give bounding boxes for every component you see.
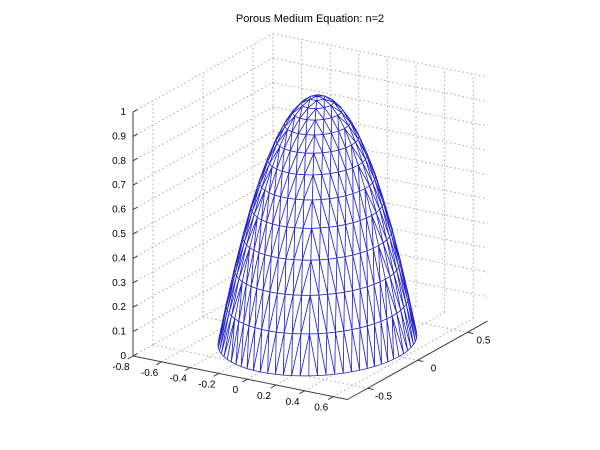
axis-lines — [127, 109, 488, 400]
svg-text:0.4: 0.4 — [286, 397, 300, 408]
svg-text:0.9: 0.9 — [112, 131, 126, 142]
svg-text:-0.2: -0.2 — [198, 379, 216, 390]
mesh-surface — [217, 94, 418, 377]
svg-text:-0.8: -0.8 — [112, 362, 130, 373]
svg-text:0: 0 — [120, 351, 126, 362]
svg-text:-0.4: -0.4 — [170, 374, 188, 385]
svg-text:-0.6: -0.6 — [141, 368, 159, 379]
svg-text:1: 1 — [120, 107, 126, 118]
svg-text:-0.5: -0.5 — [375, 391, 393, 402]
svg-text:0.7: 0.7 — [112, 180, 126, 191]
svg-text:0.2: 0.2 — [257, 391, 271, 402]
svg-text:0.6: 0.6 — [112, 205, 126, 216]
chart-title: Porous Medium Equation: n=2 — [235, 13, 385, 25]
svg-text:0.3: 0.3 — [112, 278, 126, 289]
svg-text:0.5: 0.5 — [477, 335, 491, 346]
svg-text:0.1: 0.1 — [112, 327, 126, 338]
svg-text:0.4: 0.4 — [112, 253, 126, 264]
svg-text:0.8: 0.8 — [112, 156, 126, 167]
tick-labels: -0.8 -0.6 -0.4 -0.2 0 0.2 0.4 0.6 -0.5 0 0.5 0 0.1 0.… — [112, 107, 491, 414]
svg-text:0.6: 0.6 — [314, 403, 328, 414]
svg-text:0.5: 0.5 — [112, 229, 126, 240]
svg-text:0: 0 — [233, 385, 239, 396]
svg-text:0.2: 0.2 — [112, 302, 126, 313]
svg-text:0: 0 — [431, 363, 437, 374]
